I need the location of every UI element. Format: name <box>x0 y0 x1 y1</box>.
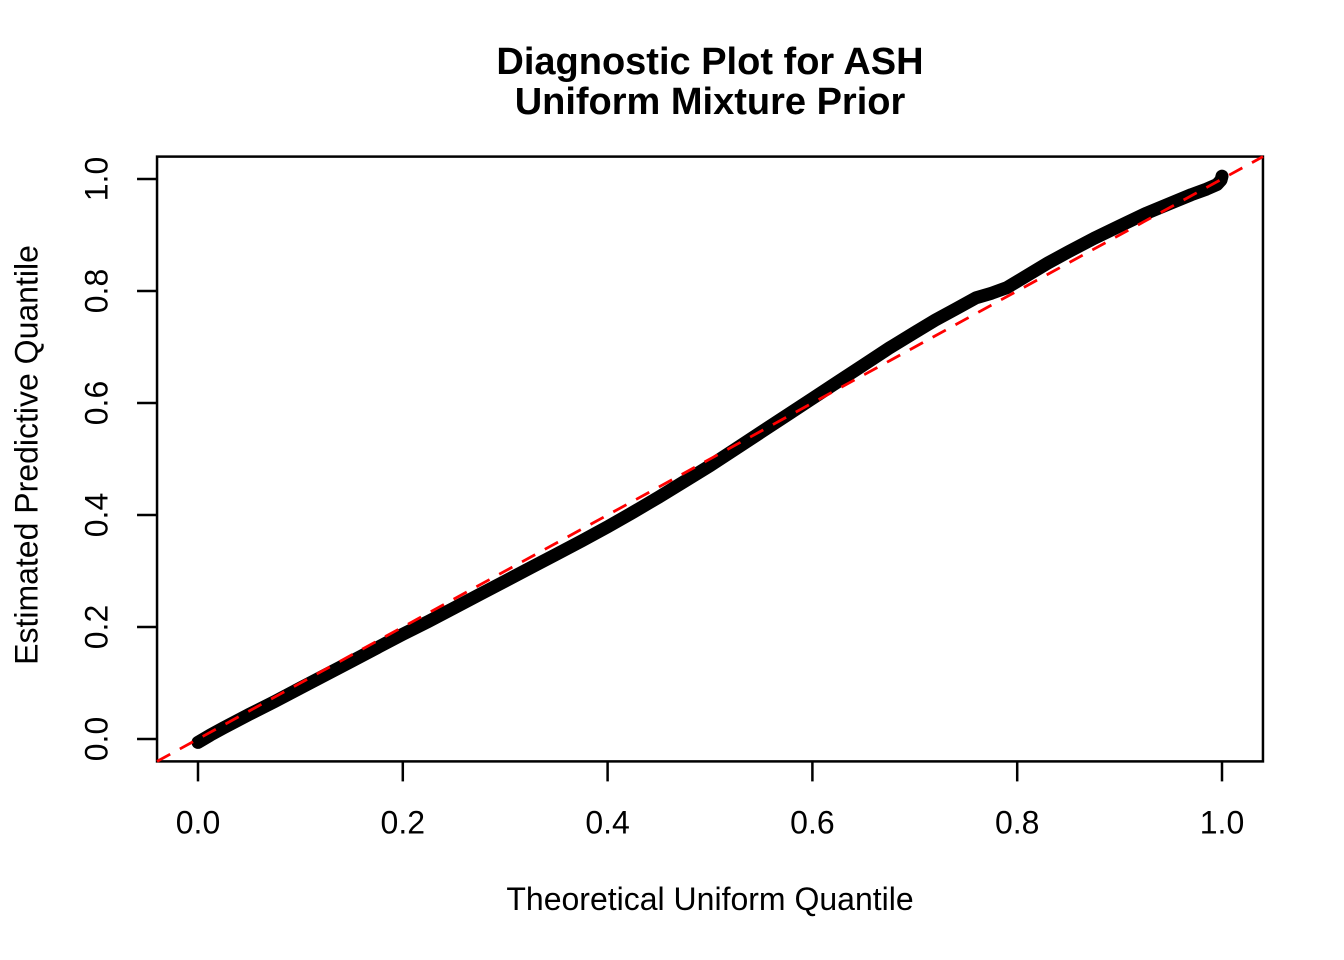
identity-reference-line <box>156 155 1264 763</box>
x-axis-label: Theoretical Uniform Quantile <box>506 881 914 917</box>
x-tick-label: 0.6 <box>790 804 835 841</box>
plot-title: Diagnostic Plot for ASH Uniform Mixture … <box>157 42 1263 122</box>
x-tick-label: 0.0 <box>175 804 221 841</box>
y-tick-label: 0.2 <box>78 604 115 650</box>
y-axis-label: Estimated Predictive Quantile <box>8 245 45 665</box>
x-tick-label: 0.2 <box>380 804 426 841</box>
y-tick-label: 0.4 <box>78 492 115 538</box>
x-tick-label: 1.0 <box>1199 804 1245 841</box>
plot-title-line2: Uniform Mixture Prior <box>514 81 906 123</box>
y-tick-label: 0.8 <box>78 268 115 314</box>
plot-title-line1: Diagnostic Plot for ASH <box>496 41 924 83</box>
y-tick-label: 0.0 <box>78 716 115 762</box>
y-tick-label: 0.6 <box>78 380 115 426</box>
x-tick-label: 0.4 <box>585 804 630 841</box>
y-tick-label: 1.0 <box>78 156 115 202</box>
plot-frame <box>155 155 1265 763</box>
x-tick-label: 0.8 <box>994 804 1040 841</box>
